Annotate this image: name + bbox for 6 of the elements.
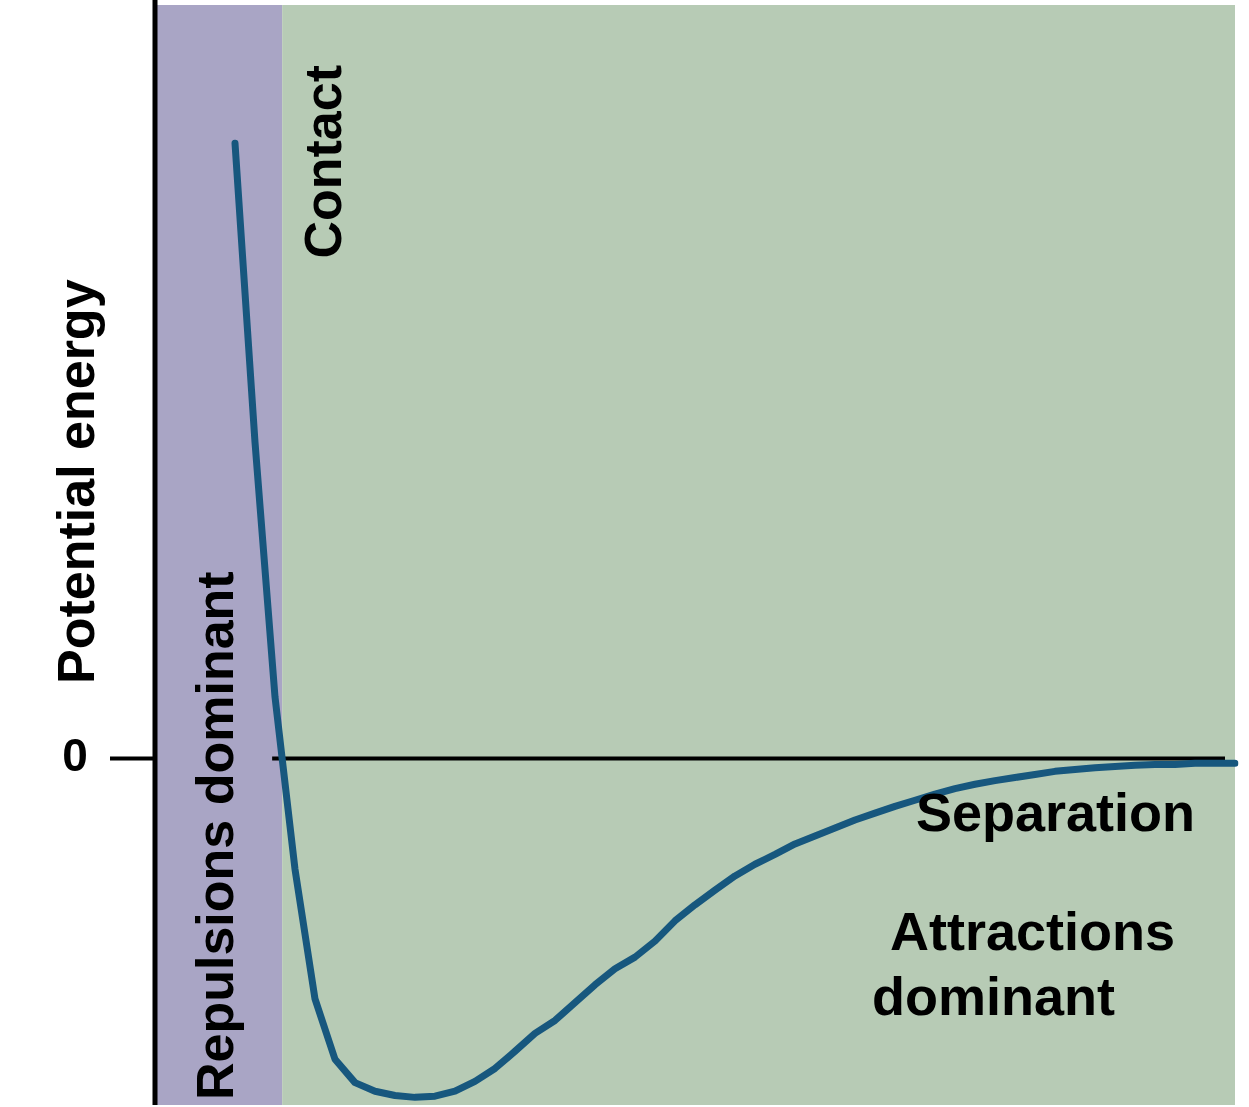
text: 0 <box>62 729 88 782</box>
annotation: Contact <box>294 65 353 259</box>
annotation: Attractions dominant <box>872 900 1175 1026</box>
x-axis-title: Separation <box>915 782 1195 843</box>
annotation: Repulsions dominant <box>185 571 244 1100</box>
y-axis-title: Potential energy <box>47 279 106 684</box>
